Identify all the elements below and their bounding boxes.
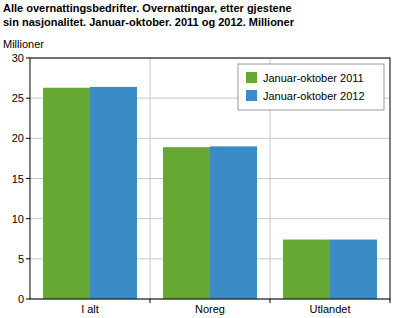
category-separator bbox=[150, 58, 151, 299]
tick-label: 0 bbox=[18, 293, 24, 305]
category-label: Noreg bbox=[195, 303, 225, 315]
tick bbox=[26, 299, 30, 300]
tick-label: 15 bbox=[12, 173, 24, 185]
legend-box bbox=[238, 64, 384, 110]
tick-label: 30 bbox=[12, 52, 24, 64]
category-tick bbox=[390, 299, 391, 303]
bar bbox=[283, 240, 330, 299]
tick-label: 20 bbox=[12, 132, 24, 144]
legend-label: Januar-oktober 2011 bbox=[263, 72, 364, 84]
tick-label: 5 bbox=[18, 253, 24, 265]
tick bbox=[26, 98, 30, 99]
legend-label: Januar-oktober 2012 bbox=[263, 90, 365, 102]
legend-swatch bbox=[246, 90, 257, 101]
tick bbox=[26, 258, 30, 259]
plot-frame bbox=[30, 58, 390, 299]
category-tick bbox=[270, 299, 271, 303]
tick bbox=[26, 218, 30, 219]
bar bbox=[90, 87, 137, 299]
y-axis-label: Millioner bbox=[3, 38, 44, 50]
category-tick bbox=[150, 299, 151, 303]
bar bbox=[43, 88, 90, 299]
category-label: I alt bbox=[81, 303, 99, 315]
legend-swatch bbox=[246, 72, 257, 83]
bar bbox=[210, 146, 257, 299]
tick-label: 25 bbox=[12, 92, 24, 104]
tick bbox=[26, 178, 30, 179]
chart: Alle overnattingsbedrifter. Overnattinga… bbox=[0, 0, 396, 318]
bar bbox=[330, 240, 377, 299]
tick bbox=[26, 138, 30, 139]
bar bbox=[163, 147, 210, 299]
tick-label: 10 bbox=[12, 213, 24, 225]
category-label: Utlandet bbox=[310, 303, 351, 315]
tick bbox=[26, 58, 30, 59]
bars bbox=[43, 87, 377, 299]
title: Alle overnattingsbedrifter. Overnattinga… bbox=[3, 2, 295, 28]
